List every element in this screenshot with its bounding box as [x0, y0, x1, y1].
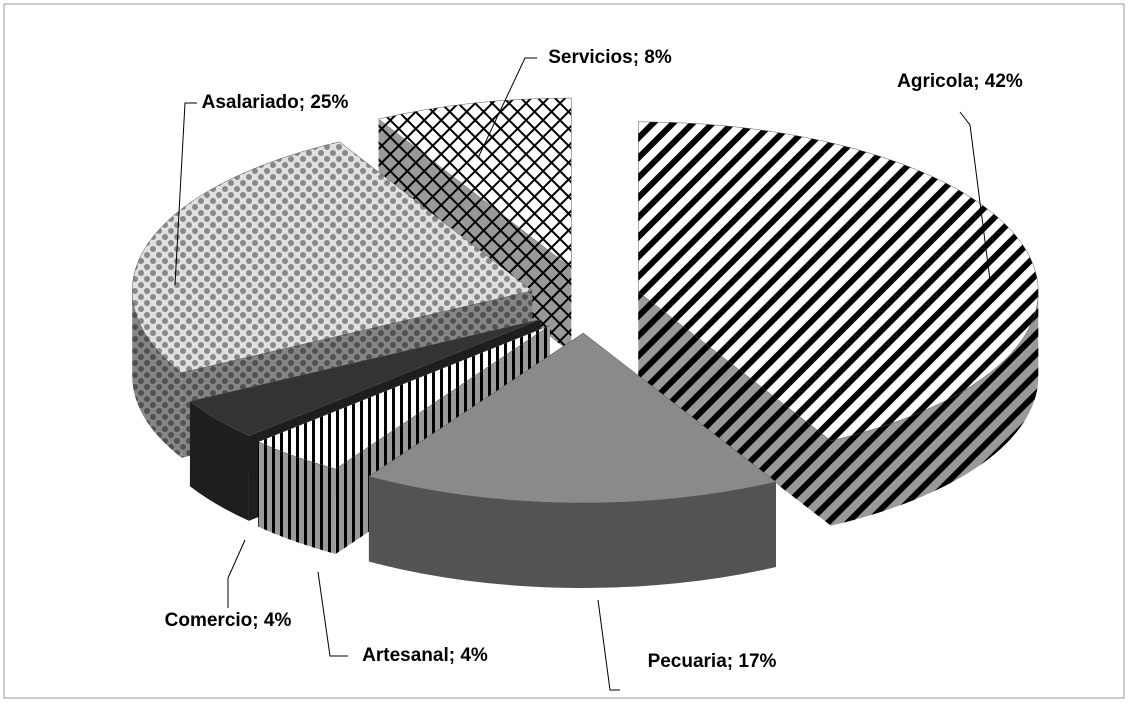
- slice-side-shade: [132, 290, 182, 458]
- leader-line: [174, 102, 197, 286]
- leader-line: [597, 599, 620, 691]
- labels: Agricola; 42% Pecuaria; 17% Artesanal; 4% C…: [165, 47, 1023, 691]
- slice-side-shade: [189, 401, 249, 521]
- data-label: Servicios; 8%: [548, 47, 672, 68]
- data-label: Pecuaria; 17%: [648, 651, 777, 672]
- data-label: Asalariado; 25%: [202, 92, 349, 113]
- slice-side-shade: [258, 441, 336, 554]
- slice-side-shade: [830, 291, 1039, 526]
- slice: [378, 97, 572, 269]
- slice-side-shade: [368, 476, 776, 588]
- pie: [131, 97, 1039, 588]
- slice: [638, 121, 1039, 442]
- slice: [257, 325, 551, 470]
- leader-line: [227, 539, 246, 608]
- slice: [131, 141, 533, 373]
- data-label: Agricola; 42%: [897, 71, 1023, 92]
- leader-line: [959, 111, 991, 281]
- slice: [189, 319, 541, 437]
- slice-wall: [258, 441, 336, 554]
- slice-wall: [132, 290, 182, 458]
- slice-side: [638, 291, 831, 526]
- slice-wall: [830, 291, 1039, 526]
- slice-wall: [368, 476, 776, 588]
- slice-wall: [189, 401, 249, 521]
- leader-line: [317, 571, 348, 657]
- slice: [368, 332, 777, 504]
- data-label: Comercio; 4%: [165, 610, 292, 631]
- slice-side-shade: [638, 291, 831, 526]
- data-label: Artesanal; 4%: [362, 645, 488, 666]
- leader-line: [477, 57, 537, 159]
